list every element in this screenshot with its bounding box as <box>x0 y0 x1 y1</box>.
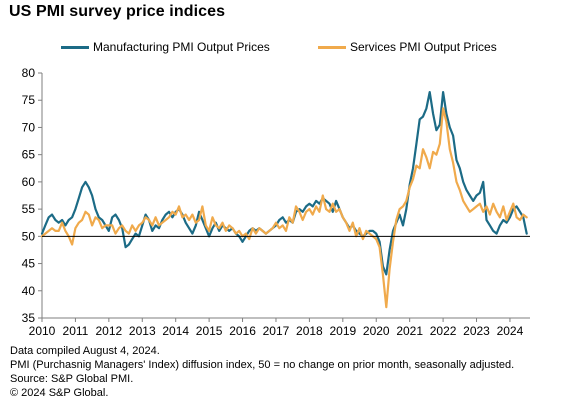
y-tick-label: 80 <box>22 66 36 80</box>
legend-swatch-services <box>318 45 346 49</box>
series-line-services <box>40 107 528 309</box>
y-tick-label: 50 <box>22 229 36 243</box>
y-tick-label: 40 <box>22 284 36 298</box>
x-tick-label: 2014 <box>162 324 189 338</box>
y-tick-label: 35 <box>22 311 36 325</box>
x-tick-label: 2011 <box>63 324 89 338</box>
chart-notes: Data compiled August 4, 2024. PMI (Purch… <box>10 344 514 400</box>
y-tick-label: 45 <box>22 257 36 271</box>
y-tick-label: 65 <box>22 148 36 162</box>
note-copyright: © 2024 S&P Global. <box>10 387 109 399</box>
note-data-compiled: Data compiled August 4, 2024. <box>10 345 160 357</box>
x-tick-label: 2022 <box>430 324 457 338</box>
x-tick-label: 2010 <box>29 324 56 338</box>
legend-label-services: Services PMI Output Prices <box>350 40 497 54</box>
legend-label-manufacturing: Manufacturing PMI Output Prices <box>93 40 270 54</box>
line-chart: 35 40 45 50 55 60 65 70 75 80 2010 2011 2012 2013 2014… <box>22 66 530 338</box>
x-tick-label: 2024 <box>497 324 524 338</box>
series-line-manufacturing <box>40 91 528 276</box>
x-tick-label: 2013 <box>129 324 156 338</box>
y-tick-label: 55 <box>22 202 36 216</box>
y-tick-label: 75 <box>22 93 36 107</box>
chart-title: US PMI survey price indices <box>9 3 226 20</box>
x-tick-label: 2015 <box>196 324 223 338</box>
note-source: Source: S&P Global PMI. <box>10 373 134 385</box>
legend-item-services: Services PMI Output Prices <box>318 40 497 54</box>
x-tick-label: 2016 <box>229 324 256 338</box>
legend-item-manufacturing: Manufacturing PMI Output Prices <box>61 40 270 54</box>
x-tick-label: 2017 <box>263 324 290 338</box>
x-tick-label: 2012 <box>95 324 122 338</box>
y-tick-label: 60 <box>22 175 36 189</box>
x-tick-label: 2020 <box>363 324 390 338</box>
note-index-definition: PMI (Purchasnig Managers' Index) diffusi… <box>10 359 515 371</box>
y-tick-label: 70 <box>22 120 36 134</box>
x-tick-label: 2021 <box>396 324 423 338</box>
legend-swatch-manufacturing <box>61 45 89 49</box>
x-tick-label: 2023 <box>463 324 490 338</box>
x-tick-label: 2019 <box>329 324 356 338</box>
x-tick-label: 2018 <box>296 324 323 338</box>
